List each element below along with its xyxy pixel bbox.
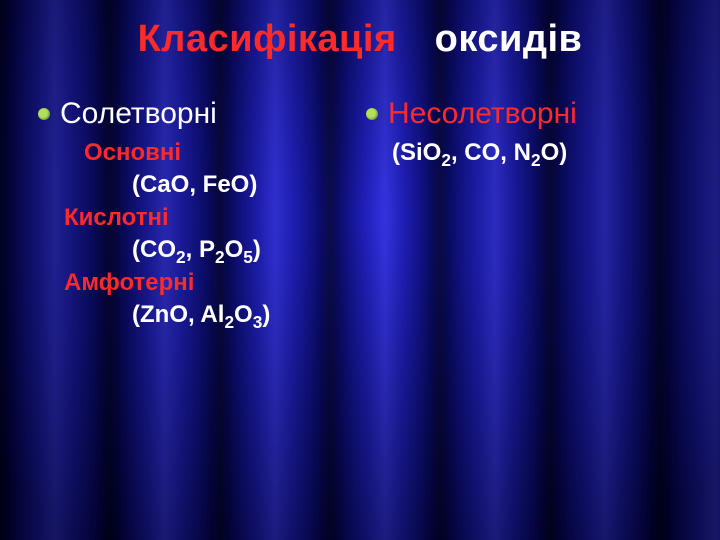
group-acidic-formula: (CO2, P2O5) xyxy=(38,234,362,266)
right-column: Несолетворні (SiO2, CO, N2O) xyxy=(362,97,690,331)
group-amphoteric-label: Амфотерні xyxy=(38,267,362,299)
group-amphoteric-formula: (ZnO, Al2O3) xyxy=(38,299,362,331)
bullet-non-salt-forming: Несолетворні xyxy=(366,97,690,131)
content-columns: Солетворні Основні (CaO, FeO) Кислотні (… xyxy=(30,97,690,331)
bullet-dot-icon xyxy=(366,108,378,120)
bullet-dot-icon xyxy=(38,108,50,120)
bullet-label: Несолетворні xyxy=(388,97,577,131)
title-word-2: оксидів xyxy=(435,18,583,60)
non-salt-formula: (SiO2, CO, N2O) xyxy=(366,137,690,169)
group-basic-formula: (CaO, FeO) xyxy=(38,169,362,201)
slide-title: Класифікація оксидів xyxy=(30,18,690,61)
left-column: Солетворні Основні (CaO, FeO) Кислотні (… xyxy=(30,97,362,331)
group-basic-label: Основні xyxy=(38,137,362,169)
group-acidic-label: Кислотні xyxy=(38,202,362,234)
bullet-label: Солетворні xyxy=(60,97,217,131)
bullet-salt-forming: Солетворні xyxy=(38,97,362,131)
title-word-1: Класифікація xyxy=(138,18,397,60)
slide: Класифікація оксидів Солетворні Основні (… xyxy=(0,0,720,540)
